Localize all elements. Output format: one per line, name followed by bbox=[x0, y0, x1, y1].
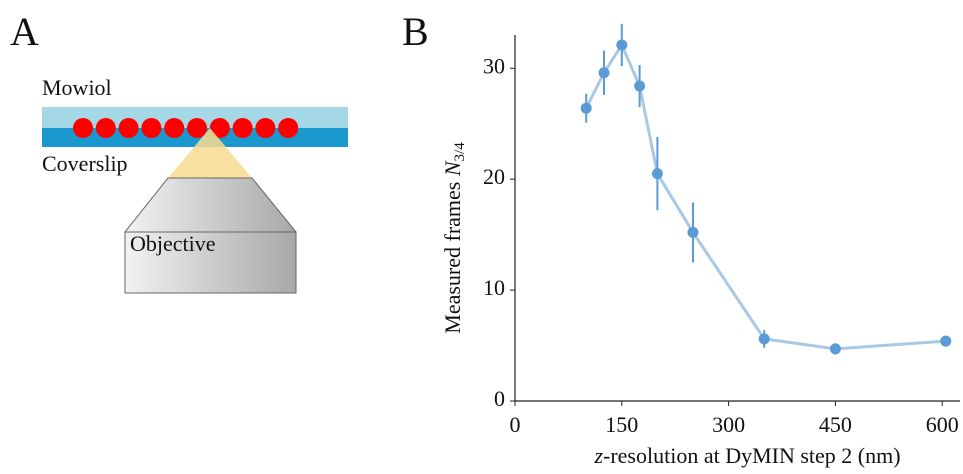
x-label-symbol: z bbox=[593, 443, 603, 468]
y-label-subscript: 3/4 bbox=[452, 142, 468, 162]
bead bbox=[278, 118, 299, 138]
x-tick-label: 0 bbox=[510, 412, 521, 437]
bead bbox=[255, 118, 276, 138]
bead bbox=[95, 118, 116, 138]
layer-label: Coverslip bbox=[42, 151, 128, 176]
y-label-symbol: N bbox=[440, 160, 465, 177]
y-label-text: Measured frames bbox=[440, 182, 465, 334]
x-axis-label: z-resolution at DyMIN step 2 (nm) bbox=[593, 443, 900, 468]
point bbox=[940, 335, 952, 347]
chart: 0 150 300 450 600 0 10 20 30 z-resolution at DyMI… bbox=[440, 23, 960, 468]
bead bbox=[187, 118, 207, 138]
bead bbox=[141, 118, 162, 138]
light-cone bbox=[168, 128, 252, 178]
x-tick-label: 300 bbox=[712, 412, 745, 437]
point bbox=[616, 39, 628, 51]
y-tick-label: 10 bbox=[483, 275, 505, 300]
y-axis-label: Measured frames N3/4 bbox=[440, 142, 468, 334]
point bbox=[634, 80, 646, 92]
point bbox=[758, 333, 770, 345]
point bbox=[651, 168, 663, 180]
bead bbox=[118, 118, 139, 138]
panel-label: A bbox=[10, 9, 39, 54]
bead bbox=[73, 118, 93, 138]
bead bbox=[209, 118, 230, 138]
x-tick-label: 150 bbox=[605, 412, 638, 437]
beads bbox=[73, 118, 299, 138]
panel-label: B bbox=[402, 9, 429, 54]
objective-label: Objective bbox=[130, 231, 216, 256]
x-label-text: -resolution at DyMIN step 2 (nm) bbox=[603, 443, 901, 468]
y-tick-label: 30 bbox=[483, 53, 505, 78]
layer-label: Mowiol bbox=[42, 75, 112, 100]
bead bbox=[232, 118, 253, 138]
point bbox=[598, 67, 610, 79]
y-tick-label: 0 bbox=[494, 386, 505, 411]
point bbox=[687, 226, 699, 238]
objective-body bbox=[124, 231, 297, 294]
x-tick-label: 600 bbox=[926, 412, 959, 437]
objective-top bbox=[123, 177, 298, 233]
bead bbox=[164, 118, 185, 138]
point bbox=[580, 102, 592, 114]
x-tick-label: 450 bbox=[819, 412, 852, 437]
y-tick-label: 20 bbox=[483, 164, 505, 189]
point bbox=[829, 343, 841, 355]
